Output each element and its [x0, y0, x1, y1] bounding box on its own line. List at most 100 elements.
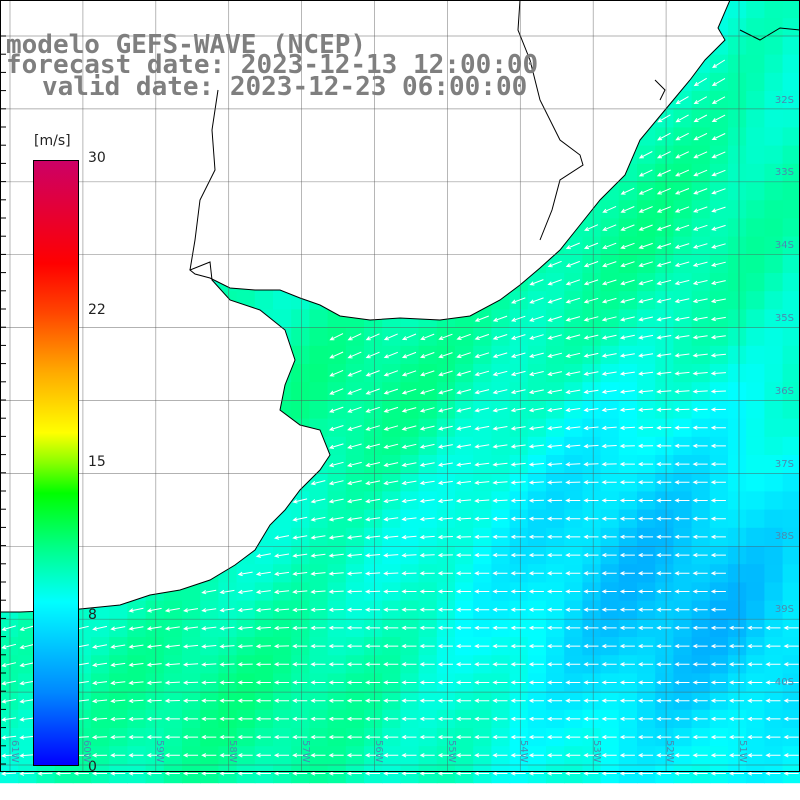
wind-speed-cell: [782, 254, 800, 274]
wind-arrow-icon: [19, 643, 35, 650]
wind-arrow-icon: [528, 643, 544, 649]
wind-speed-cell: [764, 218, 784, 238]
wind-speed-cell: [764, 0, 784, 19]
wind-speed-cell: [746, 345, 765, 365]
wind-arrow-icon: [19, 662, 35, 668]
wind-arrow-icon: [492, 662, 508, 667]
wind-arrow-icon: [510, 571, 526, 576]
wind-arrow-icon: [92, 625, 108, 631]
wind-arrow-icon: [711, 151, 726, 159]
wind-arrow-icon: [765, 662, 781, 667]
wind-arrow-icon: [656, 187, 671, 195]
wind-arrow-icon: [492, 734, 508, 740]
wind-arrow-icon: [255, 553, 271, 558]
wind-arrow-icon: [638, 316, 654, 322]
wind-arrow-icon: [401, 734, 417, 740]
wind-arrow-icon: [601, 771, 617, 776]
wind-arrow-icon: [492, 407, 508, 413]
wind-arrow-icon: [583, 625, 599, 631]
wind-arrow-icon: [455, 607, 472, 612]
wind-arrow-icon: [365, 406, 380, 413]
wind-arrow-icon: [601, 480, 617, 485]
wind-arrow-icon: [656, 443, 672, 449]
wind-arrow-icon: [710, 571, 726, 576]
wind-arrow-icon: [383, 643, 399, 649]
wind-arrow-icon: [674, 335, 690, 340]
wind-arrow-icon: [474, 552, 490, 558]
wind-speed-cell: [746, 546, 765, 565]
wind-arrow-icon: [656, 534, 672, 540]
wind-arrow-icon: [656, 498, 672, 503]
wind-arrow-icon: [146, 680, 162, 685]
lat-label: 34S: [774, 240, 794, 251]
wind-arrow-icon: [492, 698, 508, 703]
wind-arrow-icon: [273, 771, 290, 776]
wind-arrow-icon: [765, 698, 781, 703]
wind-arrow-icon: [674, 261, 690, 267]
wind-speed-cell: [746, 236, 765, 256]
wind-arrow-icon: [310, 480, 326, 486]
wind-arrow-icon: [620, 261, 635, 268]
wind-arrow-icon: [692, 353, 708, 358]
wind-arrow-icon: [601, 753, 617, 758]
wind-arrow-icon: [146, 626, 162, 631]
wind-arrow-icon: [329, 333, 344, 341]
wind-arrow-icon: [656, 224, 672, 231]
wind-speed-cell: [764, 473, 784, 492]
wind-arrow-icon: [528, 480, 544, 485]
lon-label: 56W: [373, 740, 384, 763]
wind-arrow-icon: [637, 498, 654, 503]
wind-arrow-icon: [711, 169, 726, 177]
wind-speed-cell: [782, 54, 800, 74]
wind-arrow-icon: [693, 132, 708, 141]
wind-arrow-icon: [510, 426, 526, 431]
wind-arrow-icon: [19, 699, 35, 704]
land-mask: [0, 0, 800, 613]
wind-arrow-icon: [401, 407, 417, 413]
wind-arrow-icon: [310, 625, 326, 631]
wind-arrow-icon: [601, 534, 617, 540]
wind-arrow-icon: [565, 571, 581, 576]
wind-arrow-icon: [437, 498, 453, 504]
wind-speed-cell: [746, 327, 765, 347]
wind-arrow-icon: [619, 389, 635, 394]
wind-arrow-icon: [437, 444, 453, 449]
wind-arrow-icon: [528, 371, 544, 377]
wind-speed-cell: [746, 18, 765, 37]
wind-arrow-icon: [364, 571, 381, 576]
wind-arrow-icon: [347, 370, 362, 377]
wind-arrow-icon: [710, 698, 726, 703]
wind-speed-cell: [782, 200, 800, 219]
wind-speed-cell: [728, 473, 747, 492]
wind-arrow-icon: [437, 753, 453, 758]
wind-arrow-icon: [637, 389, 654, 394]
wind-arrow-icon: [346, 517, 362, 522]
wind-arrow-icon: [365, 462, 381, 468]
wind-arrow-icon: [455, 552, 472, 558]
wind-arrow-icon: [529, 334, 544, 340]
wind-arrow-icon: [747, 771, 763, 776]
wind-speed-cell: [782, 91, 800, 110]
wind-arrow-icon: [310, 535, 326, 540]
wind-arrow-icon: [401, 571, 417, 576]
wind-arrow-icon: [692, 261, 708, 267]
wind-arrow-icon: [528, 771, 544, 776]
wind-speed-cell: [746, 218, 765, 238]
wind-arrow-icon: [638, 151, 653, 159]
wind-arrow-icon: [219, 716, 235, 722]
wind-arrow-icon: [584, 224, 599, 231]
wind-arrow-icon: [383, 625, 399, 631]
wind-arrow-icon: [546, 662, 563, 667]
wind-arrow-icon: [292, 607, 308, 613]
wind-arrow-icon: [237, 734, 253, 740]
wind-arrow-icon: [728, 680, 745, 685]
wind-arrow-icon: [674, 480, 690, 485]
wind-arrow-icon: [328, 771, 344, 776]
wind-arrow-icon: [201, 734, 217, 740]
wind-speed-cell: [764, 436, 784, 456]
wind-arrow-icon: [675, 114, 689, 123]
wind-arrow-icon: [565, 443, 581, 449]
wind-arrow-icon: [328, 517, 344, 522]
wind-arrow-icon: [620, 279, 635, 286]
wind-speed-cell: [764, 200, 784, 219]
